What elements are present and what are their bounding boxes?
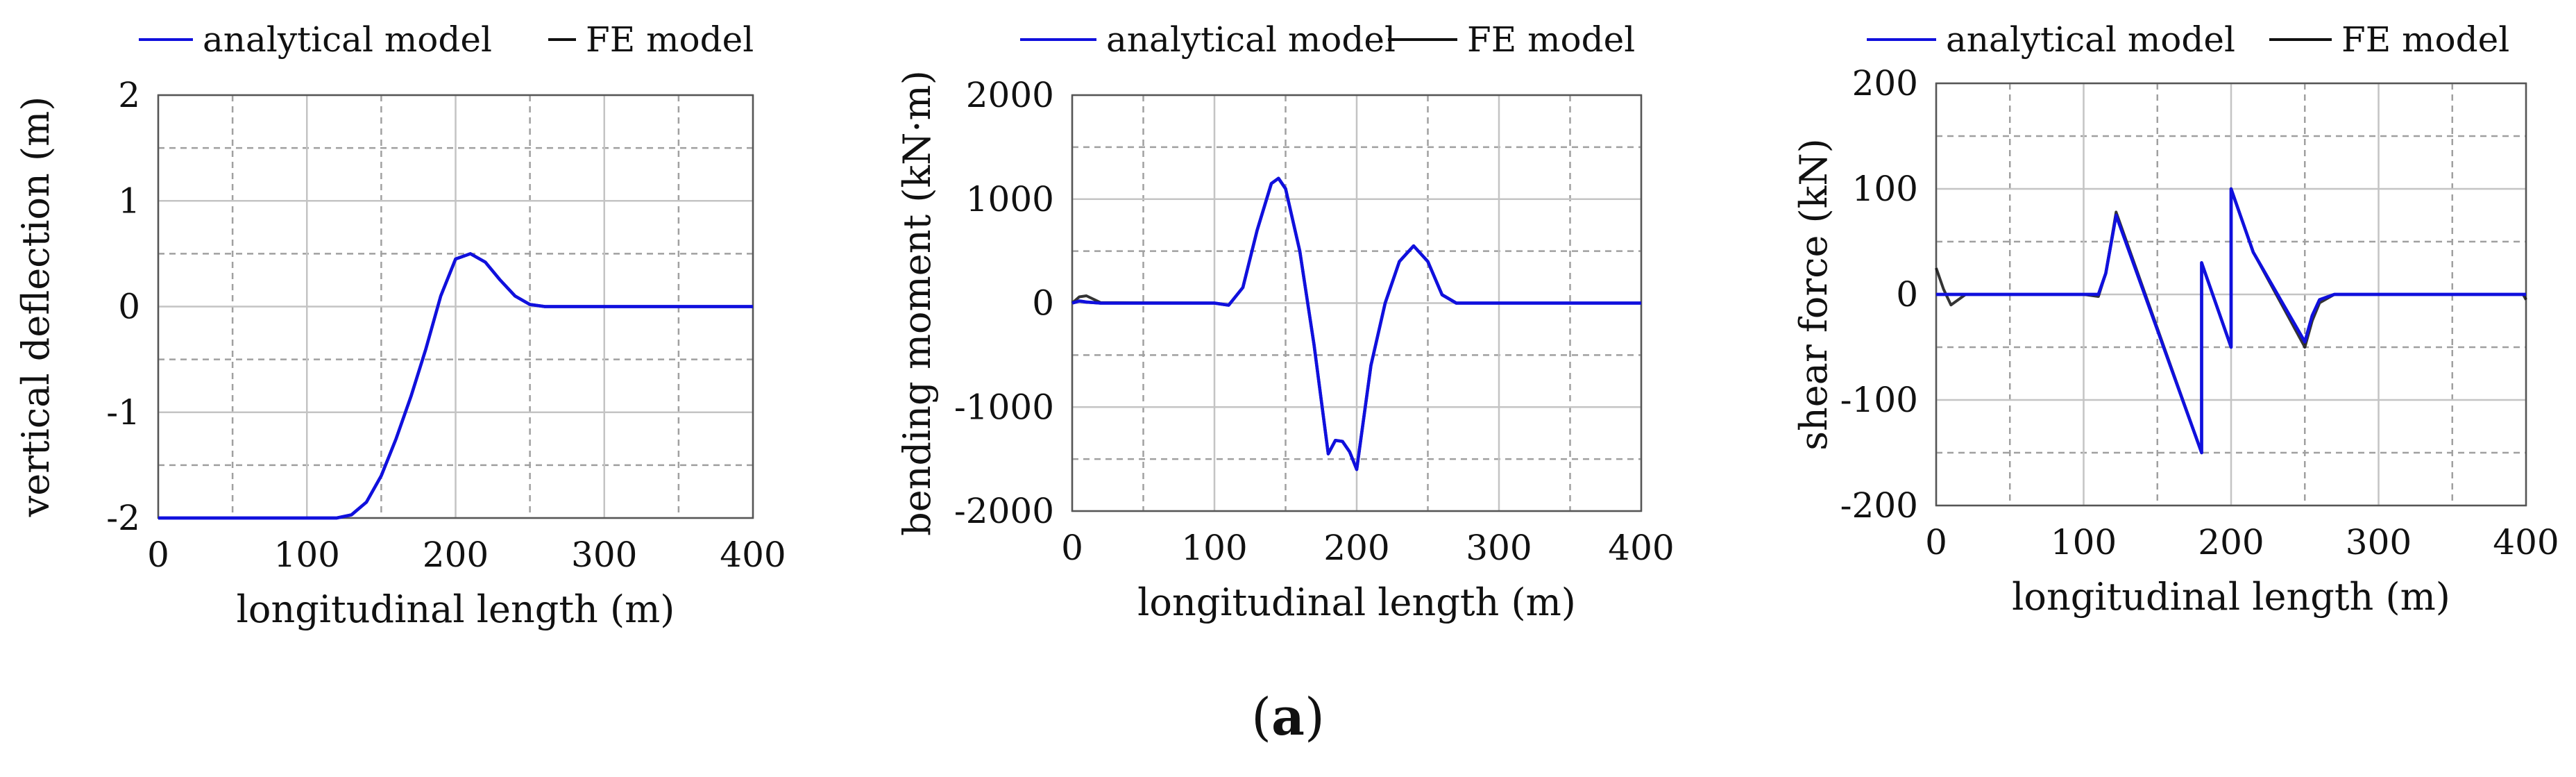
x-tick-label: 200 (423, 535, 489, 575)
y-tick-label: -100 (1840, 380, 1918, 420)
y-tick-label: -1000 (954, 387, 1054, 427)
x-tick-label: 200 (2198, 522, 2264, 562)
legend-label-fe: FE model (586, 19, 754, 60)
x-tick-label: 300 (2346, 522, 2412, 562)
y-tick-label: -2 (106, 498, 140, 538)
y-tick-label: 0 (1896, 274, 1918, 315)
x-tick-label: 0 (147, 535, 169, 575)
legend-label-fe: FE model (1467, 19, 1635, 60)
x-tick-label: 0 (1061, 528, 1083, 568)
legend-label-analytical: analytical model (203, 19, 492, 60)
x-axis-label: longitudinal length (m) (2012, 575, 2450, 619)
y-tick-label: 2000 (966, 75, 1054, 115)
y-axis-label: shear force (kN) (1792, 138, 1836, 450)
chart-panel-deflection: 0 100 200 300 400 -2 -1 0 1 2 longitudinal length … (14, 19, 786, 631)
series-line-analytical-overlay (1936, 187, 2526, 455)
x-axis-label: longitudinal length (m) (1137, 580, 1576, 624)
y-axis-label: vertical deflection (m) (14, 97, 58, 518)
x-tick-label: 100 (2051, 522, 2117, 562)
x-tick-label: 100 (274, 535, 340, 575)
legend-label-fe: FE model (2341, 19, 2509, 60)
series-line-analytical-overlay (158, 252, 753, 520)
chart-panel-shear-force: 0 100 200 300 400 -200 -100 0 100 200 longitudinal… (1792, 19, 2559, 619)
chart-panel-bending-moment: 0 100 200 300 400 -2000 -1000 0 1000 2000 longitud… (895, 19, 1675, 624)
y-tick-label: 100 (1852, 169, 1918, 209)
y-tick-label: 1000 (966, 179, 1054, 219)
x-tick-label: 400 (720, 535, 786, 575)
y-tick-label: 2 (118, 75, 140, 115)
series-line-analytical-overlay (1071, 176, 1641, 471)
y-tick-label: -1 (106, 392, 140, 433)
x-tick-label: 200 (1323, 528, 1389, 568)
x-axis-label: longitudinal length (m) (237, 587, 675, 631)
y-tick-label: 200 (1852, 63, 1918, 103)
y-tick-label: 0 (1032, 283, 1054, 324)
y-tick-label: -2000 (954, 491, 1054, 531)
x-tick-label: 300 (571, 535, 637, 575)
y-tick-label: -200 (1840, 485, 1918, 526)
y-tick-label: 1 (118, 181, 140, 221)
figure-caption: (a) (1251, 687, 1325, 747)
x-tick-label: 300 (1466, 528, 1532, 568)
x-tick-label: 400 (2493, 522, 2559, 562)
legend-label-analytical: analytical model (1106, 19, 1396, 60)
x-tick-label: 100 (1181, 528, 1247, 568)
y-axis-label: bending moment (kN·m) (895, 70, 939, 536)
x-tick-label: 0 (1925, 522, 1947, 562)
y-tick-label: 0 (118, 287, 140, 327)
legend-label-analytical: analytical model (1946, 19, 2235, 60)
x-tick-label: 400 (1608, 528, 1674, 568)
